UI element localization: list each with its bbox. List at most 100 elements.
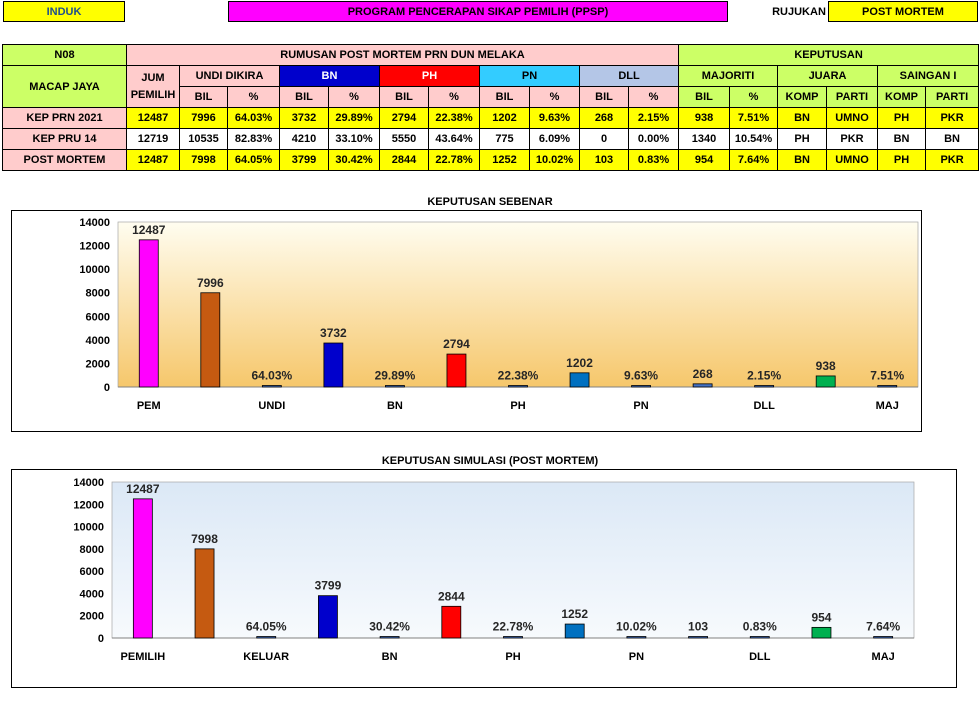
category-label: KELUAR (243, 651, 289, 663)
table-cell: 938 (678, 107, 731, 129)
table-cell: PH (877, 107, 927, 129)
data-label: 30.42% (369, 620, 410, 634)
category-label: BN (387, 400, 403, 412)
data-label: 268 (693, 367, 713, 381)
juara-komp-sub: KOMP (777, 86, 828, 108)
table-cell: 29.89% (328, 107, 380, 129)
table-cell: 3732 (279, 107, 329, 129)
bar (446, 353, 467, 388)
table-cell: 10535 (179, 128, 228, 150)
table-cell: 3799 (279, 149, 329, 171)
pn-pct-sub: % (529, 86, 580, 108)
y-tick-label: 6000 (80, 566, 104, 578)
y-tick-label: 4000 (86, 335, 110, 347)
table-cell: 2844 (379, 149, 429, 171)
table-row: KEP PRU 14 12719 10535 82.83% 4210 33.10% 5550… (2, 128, 979, 150)
table-cell: 7.51% (729, 107, 779, 129)
table-cell: 43.64% (428, 128, 480, 150)
plot-area (111, 481, 915, 639)
bar (318, 595, 338, 639)
data-label: 3732 (320, 326, 347, 340)
ph-pct-sub: % (428, 86, 480, 108)
data-label: 7.51% (870, 369, 904, 383)
dll-header: DLL (578, 65, 680, 87)
y-tick-label: 0 (98, 633, 104, 645)
jum-pemilih-header: JUM PEMILIH (126, 65, 180, 108)
data-label: 2794 (443, 337, 470, 351)
bn-pct-sub: % (328, 86, 380, 108)
bar (441, 605, 462, 639)
bar (754, 385, 775, 388)
data-label: 12487 (132, 223, 166, 237)
table-cell: 12719 (126, 128, 180, 150)
category-label: PH (510, 400, 525, 412)
saingan-header: SAINGAN I (877, 65, 979, 87)
table-cell: 2.15% (627, 107, 680, 129)
ph-bil-sub: BIL (379, 86, 429, 108)
table-cell: 10.02% (529, 149, 580, 171)
data-label: 22.78% (493, 620, 534, 634)
pn-bil-sub: BIL (479, 86, 530, 108)
program-ppsp-button[interactable]: PROGRAM PENCERAPAN SIKAP PEMILIH (PPSP) (228, 1, 728, 22)
category-label: PN (629, 651, 644, 663)
data-label: 9.63% (624, 369, 658, 383)
chart-keputusan-sebenar: 0 2000 4000 6000 8000 10000 12000 14000 12487 799… (11, 210, 922, 432)
data-label: 29.89% (375, 369, 416, 383)
y-tick-label: 10000 (73, 522, 104, 534)
saingan-komp-sub: KOMP (877, 86, 927, 108)
table-cell: 22.38% (428, 107, 480, 129)
data-label: 64.05% (246, 620, 287, 634)
summary-table: N08 RUMUSAN POST MORTEM PRN DUN MELAKA K… (2, 44, 979, 171)
dll-pct-sub: % (627, 86, 680, 108)
post-mortem-button[interactable]: POST MORTEM (828, 1, 978, 22)
category-label: MAJ (872, 651, 895, 663)
data-label: 3799 (315, 579, 342, 593)
plot-area (117, 221, 919, 388)
data-label: 7998 (191, 532, 218, 546)
undi-dikira-header: UNDI DIKIRA (179, 65, 280, 87)
area-name: MACAP JAYA (2, 65, 127, 108)
y-tick-label: 14000 (79, 217, 110, 229)
bar (508, 385, 528, 388)
maj-bil-sub: BIL (678, 86, 731, 108)
juara-header: JUARA (777, 65, 879, 87)
category-label: UNDI (258, 400, 285, 412)
bar (631, 385, 651, 388)
data-label: 1252 (561, 607, 588, 621)
table-cell: 82.83% (227, 128, 280, 150)
category-label: DLL (749, 651, 771, 663)
data-label: 2844 (438, 589, 465, 603)
table-cell: 103 (579, 149, 629, 171)
table-cell: 268 (579, 107, 629, 129)
y-tick-label: 6000 (86, 311, 110, 323)
data-label: 103 (688, 620, 708, 634)
table-cell: BN (777, 107, 828, 129)
induk-button[interactable]: INDUK (3, 1, 125, 22)
y-tick-label: 12000 (79, 241, 110, 253)
bar (200, 292, 221, 388)
category-label: PN (633, 400, 648, 412)
table-cell: PKR (925, 149, 979, 171)
table-cell: 4210 (279, 128, 329, 150)
bar (626, 636, 647, 639)
table-cell: PH (877, 149, 927, 171)
undi-bil-sub: BIL (179, 86, 228, 108)
table-code: N08 (2, 44, 127, 66)
table-cell: 12487 (126, 107, 180, 129)
data-label: 12487 (126, 482, 160, 496)
chart1-title: KEPUTUSAN SEBENAR (427, 196, 553, 208)
category-label: DLL (753, 400, 775, 412)
table-cell: 1340 (678, 128, 731, 150)
bar (749, 636, 770, 639)
category-label: BN (382, 651, 398, 663)
table-cell: 64.03% (227, 107, 280, 129)
table-cell: BN (777, 149, 828, 171)
row-label: KEP PRU 14 (2, 128, 127, 150)
bar (811, 626, 832, 639)
bar (692, 383, 713, 388)
table-row: POST MORTEM 12487 7998 64.05% 3799 30.42% 2844… (2, 149, 979, 171)
bar (877, 385, 898, 388)
undi-pct-sub: % (227, 86, 280, 108)
bn-header: BN (279, 65, 380, 87)
data-label: 22.38% (498, 369, 539, 383)
